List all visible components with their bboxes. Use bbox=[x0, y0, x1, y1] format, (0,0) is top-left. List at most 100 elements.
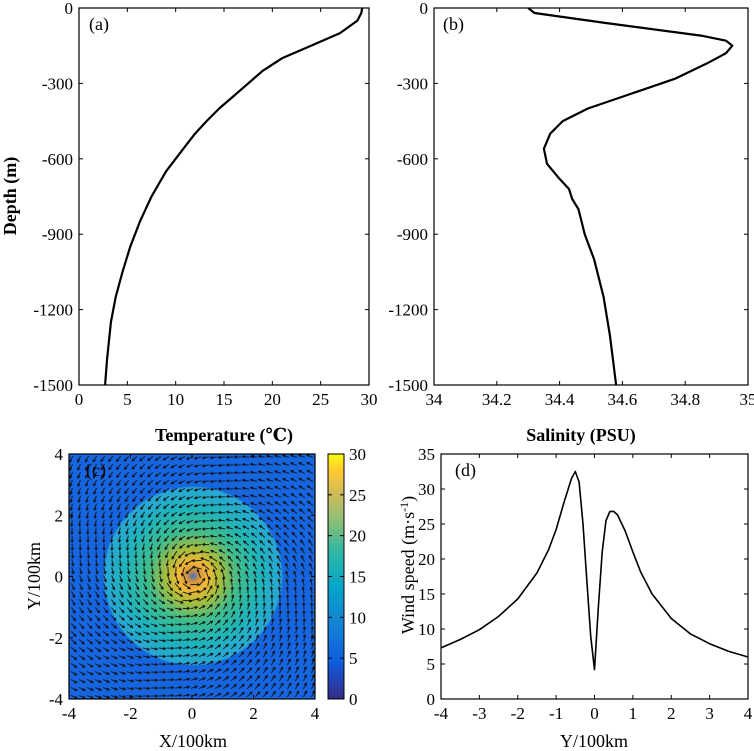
wind-vector-arrow bbox=[230, 627, 236, 634]
wind-vector-arrow bbox=[269, 586, 274, 594]
wind-vector-arrow bbox=[298, 462, 306, 466]
wind-vector-arrow bbox=[271, 650, 275, 658]
wind-vector-arrow bbox=[225, 510, 234, 514]
wind-vector-arrow bbox=[285, 578, 289, 586]
wind-vector-arrow bbox=[166, 638, 175, 643]
wind-vector-arrow bbox=[118, 623, 126, 629]
wind-vector-arrow bbox=[141, 535, 145, 543]
wind-vector-arrow bbox=[255, 610, 259, 618]
wind-vector-arrow bbox=[135, 591, 140, 598]
wind-vector-arrow bbox=[110, 543, 114, 552]
wind-vector-arrow bbox=[86, 535, 90, 544]
wind-vector-arrow bbox=[78, 519, 82, 528]
wind-vector-arrow bbox=[233, 471, 242, 475]
wind-vector-arrow bbox=[126, 607, 133, 613]
wind-vector-arrow bbox=[87, 615, 93, 622]
wind-vector-arrow bbox=[209, 487, 218, 491]
wind-vector-arrow bbox=[108, 463, 114, 471]
wind-vector-arrow bbox=[143, 591, 148, 598]
wind-vector-arrow bbox=[273, 454, 282, 458]
wind-vector-arrow bbox=[127, 583, 132, 591]
wind-vector-arrow bbox=[190, 669, 199, 673]
wind-vector-arrow bbox=[79, 567, 83, 575]
wind-vector-arrow bbox=[263, 658, 268, 666]
wind-vector-arrow bbox=[206, 604, 213, 610]
wind-vector-arrow bbox=[70, 631, 77, 637]
wind-vector-arrow bbox=[86, 655, 94, 660]
wind-vector-arrow bbox=[93, 503, 97, 511]
wind-vector-arrow bbox=[209, 495, 218, 499]
wind-vector-arrow bbox=[258, 501, 266, 506]
wind-vector-arrow bbox=[265, 454, 274, 458]
wind-vector-arrow bbox=[101, 519, 105, 528]
wind-vector-arrow bbox=[158, 639, 167, 643]
panel-a-ytick-label: 0 bbox=[65, 0, 74, 18]
wind-vector-arrow bbox=[174, 654, 183, 658]
wind-vector-arrow bbox=[151, 575, 155, 583]
wind-vector-arrow bbox=[201, 503, 210, 508]
wind-vector-arrow bbox=[253, 578, 257, 586]
wind-vector-arrow bbox=[244, 555, 249, 562]
wind-vector-arrow bbox=[150, 670, 159, 675]
wind-vector-arrow bbox=[140, 519, 145, 527]
wind-vector-arrow bbox=[155, 487, 162, 494]
wind-vector-arrow bbox=[102, 559, 107, 567]
wind-vector-arrow bbox=[162, 479, 170, 485]
wind-vector-arrow bbox=[222, 668, 230, 674]
wind-vector-arrow bbox=[196, 568, 201, 579]
wind-vector-arrow bbox=[140, 511, 145, 519]
wind-vector-arrow bbox=[217, 518, 226, 522]
wind-vector-arrow bbox=[200, 557, 210, 562]
wind-vector-arrow bbox=[158, 631, 167, 635]
wind-vector-arrow bbox=[198, 693, 206, 697]
wind-vector-arrow bbox=[193, 535, 202, 540]
wind-vector-arrow bbox=[86, 623, 93, 629]
wind-vector-arrow bbox=[174, 566, 178, 577]
panel-d-xtick-label: 2 bbox=[667, 704, 676, 723]
wind-vector-arrow bbox=[230, 692, 238, 697]
wind-vector-arrow bbox=[193, 480, 202, 484]
wind-vector-arrow bbox=[186, 543, 194, 548]
wind-vector-arrow bbox=[119, 583, 124, 591]
panel-d-xtick-label: 4 bbox=[744, 704, 753, 723]
panel-c-vortex bbox=[103, 486, 283, 666]
wind-vector-arrow bbox=[103, 599, 108, 606]
wind-vector-arrow bbox=[70, 679, 78, 684]
wind-vector-arrow bbox=[170, 519, 178, 525]
wind-vector-arrow bbox=[182, 645, 191, 650]
wind-vector-arrow bbox=[172, 559, 177, 569]
wind-vector-arrow bbox=[94, 695, 103, 699]
wind-vector-arrow bbox=[142, 559, 146, 568]
wind-vector-arrow bbox=[110, 655, 118, 660]
wind-vector-arrow bbox=[249, 494, 258, 498]
wind-vector-arrow bbox=[294, 625, 299, 634]
wind-vector-arrow bbox=[158, 686, 167, 690]
wind-vector-arrow bbox=[118, 663, 127, 667]
wind-vector-arrow bbox=[277, 578, 281, 586]
wind-vector-arrow bbox=[71, 615, 76, 622]
wind-vector-arrow bbox=[95, 575, 99, 583]
wind-vector-arrow bbox=[269, 578, 273, 586]
wind-vector-arrow bbox=[226, 548, 234, 554]
wind-vector-arrow bbox=[190, 661, 199, 665]
wind-vector-arrow bbox=[222, 619, 229, 626]
wind-vector-arrow bbox=[263, 618, 267, 626]
wind-vector-arrow bbox=[246, 675, 253, 682]
wind-vector-arrow bbox=[231, 594, 235, 602]
wind-vector-arrow bbox=[174, 662, 183, 666]
wind-vector-arrow bbox=[117, 535, 122, 543]
wind-vector-arrow bbox=[78, 527, 82, 536]
wind-vector-arrow bbox=[295, 642, 299, 650]
wind-vector-arrow bbox=[301, 570, 305, 578]
wind-vector-arrow bbox=[282, 470, 290, 474]
panel-b-salinity-profile: 34 34.2 34.4 34.6 34.8 35 0 -300 -600 -900 -1200 -1… bbox=[388, 0, 754, 446]
wind-vector-arrow bbox=[174, 693, 183, 697]
wind-vector-arrow bbox=[117, 495, 121, 503]
wind-vector-arrow bbox=[242, 533, 250, 538]
wind-vector-arrow bbox=[101, 479, 105, 487]
wind-vector-arrow bbox=[147, 503, 154, 510]
wind-vector-arrow bbox=[247, 618, 251, 626]
wind-vector-arrow bbox=[142, 599, 149, 605]
panel-d-ytick-label: 5 bbox=[427, 655, 436, 674]
wind-vector-arrow bbox=[233, 494, 242, 498]
